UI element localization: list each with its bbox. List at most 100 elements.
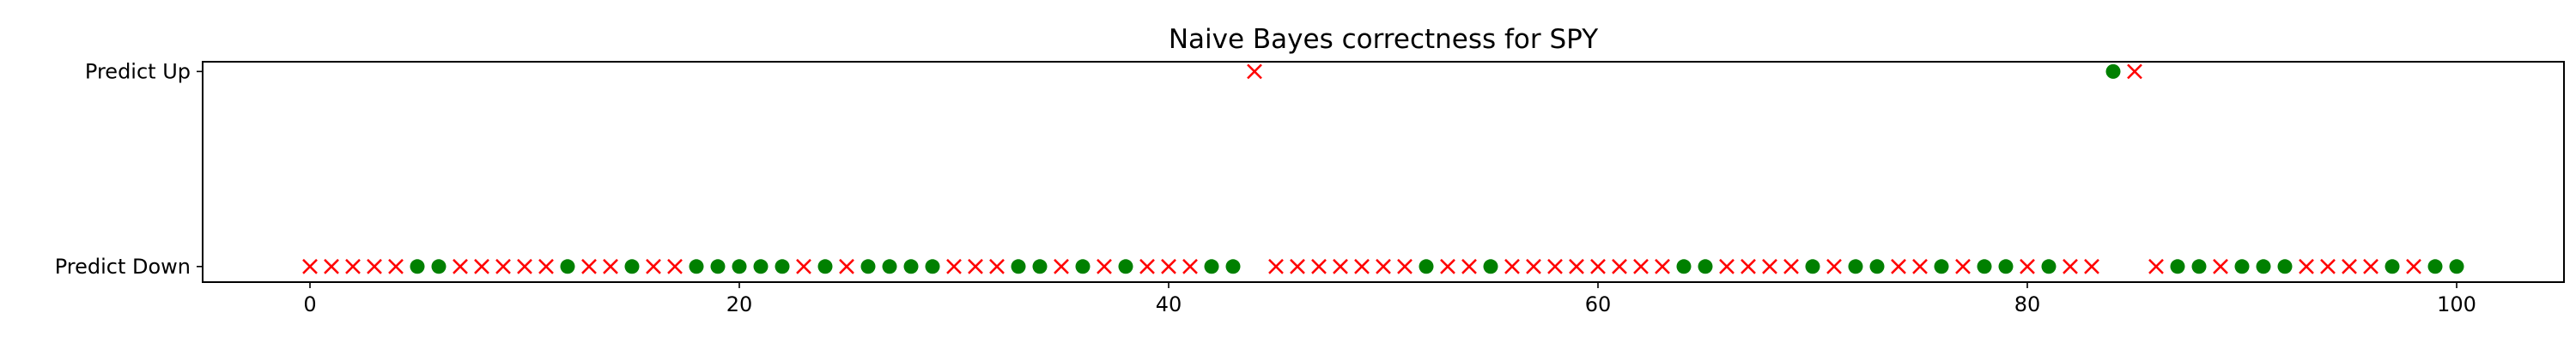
incorrect-point (1139, 258, 1155, 274)
incorrect-point (946, 258, 962, 274)
incorrect-point (581, 258, 597, 274)
correct-point (1977, 259, 1992, 274)
correct-point (753, 259, 769, 274)
incorrect-point (1311, 258, 1327, 274)
correct-point (710, 259, 726, 274)
incorrect-point (1762, 258, 1777, 274)
incorrect-point (1290, 258, 1305, 274)
y-tick-label: Predict Up (85, 59, 191, 83)
incorrect-point (1247, 63, 1262, 80)
incorrect-point (1268, 258, 1284, 274)
incorrect-point (2063, 258, 2078, 274)
incorrect-point (646, 258, 661, 274)
correct-point (2277, 259, 2293, 274)
incorrect-point (1097, 258, 1112, 274)
correct-point (2234, 259, 2250, 274)
correct-point (2170, 259, 2185, 274)
correct-point (775, 259, 790, 274)
correct-point (1698, 259, 1713, 274)
incorrect-point (345, 258, 361, 274)
correct-point (860, 259, 876, 274)
incorrect-point (2406, 258, 2421, 274)
correct-point (903, 259, 919, 274)
correct-point (882, 259, 897, 274)
correct-point (2256, 259, 2271, 274)
incorrect-point (1461, 258, 1477, 274)
correct-point (817, 259, 833, 274)
correct-point (1483, 259, 1498, 274)
incorrect-point (1655, 258, 1670, 274)
correct-point (431, 259, 447, 274)
correct-point (1204, 259, 1219, 274)
correct-point (1998, 259, 2014, 274)
incorrect-point (1397, 258, 1413, 274)
x-axis: 0 20 40 60 80 100 (303, 282, 2476, 316)
incorrect-point (2363, 258, 2379, 274)
incorrect-point (2127, 63, 2142, 80)
x-tick-label: 100 (2437, 292, 2476, 316)
incorrect-point (667, 258, 683, 274)
incorrect-point (1912, 258, 1928, 274)
plot-points (302, 63, 2464, 274)
y-tick-label: Predict Down (55, 255, 191, 279)
correct-point (2449, 259, 2464, 274)
incorrect-point (1526, 258, 1541, 274)
incorrect-point (1504, 258, 1520, 274)
correct-point (1075, 259, 1091, 274)
correct-point (2427, 259, 2443, 274)
correct-point (925, 259, 940, 274)
correct-point (1869, 259, 1885, 274)
correct-point (1419, 259, 1434, 274)
correct-point (1225, 259, 1241, 274)
correct-point (2105, 63, 2121, 79)
incorrect-point (1955, 258, 1971, 274)
incorrect-point (1440, 258, 1455, 274)
incorrect-point (1633, 258, 1649, 274)
correct-point (1011, 259, 1026, 274)
incorrect-point (1054, 258, 1069, 274)
correct-point (1848, 259, 1863, 274)
incorrect-point (1182, 258, 1198, 274)
incorrect-point (1741, 258, 1756, 274)
incorrect-point (302, 258, 318, 274)
incorrect-point (1547, 258, 1563, 274)
incorrect-point (968, 258, 983, 274)
correct-point (2385, 259, 2400, 274)
incorrect-point (603, 258, 618, 274)
incorrect-point (517, 258, 532, 274)
incorrect-point (388, 258, 404, 274)
incorrect-point (2148, 258, 2164, 274)
incorrect-point (2299, 258, 2314, 274)
incorrect-point (453, 258, 468, 274)
correct-point (2041, 259, 2057, 274)
incorrect-point (1376, 258, 1391, 274)
x-tick-label: 0 (303, 292, 316, 316)
incorrect-point (538, 258, 554, 274)
incorrect-point (2020, 258, 2035, 274)
correct-point (1118, 259, 1133, 274)
x-tick-label: 60 (1585, 292, 1612, 316)
x-tick-label: 20 (726, 292, 753, 316)
incorrect-point (1826, 258, 1842, 274)
plot-frame (202, 61, 2565, 283)
incorrect-point (1569, 258, 1584, 274)
incorrect-point (495, 258, 511, 274)
correct-point (560, 259, 575, 274)
correct-point (1934, 259, 1949, 274)
correct-point (624, 259, 640, 274)
chart-title: Naive Bayes correctness for SPY (1169, 24, 1598, 55)
x-tick-label: 40 (1156, 292, 1182, 316)
incorrect-point (324, 258, 339, 274)
incorrect-point (2342, 258, 2357, 274)
incorrect-point (474, 258, 489, 274)
incorrect-point (2084, 258, 2099, 274)
incorrect-point (1161, 258, 1176, 274)
incorrect-point (1783, 258, 1799, 274)
correct-point (732, 259, 747, 274)
incorrect-point (839, 258, 854, 274)
incorrect-point (1719, 258, 1735, 274)
correct-point (410, 259, 425, 274)
correct-point (2191, 259, 2207, 274)
correct-point (1676, 259, 1692, 274)
